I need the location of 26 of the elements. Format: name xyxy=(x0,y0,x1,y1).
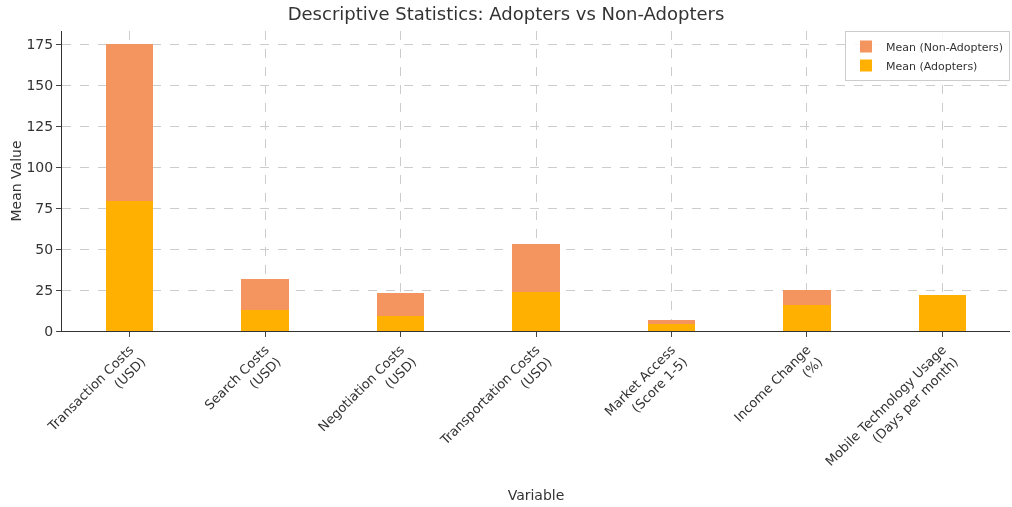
chart-title: Descriptive Statistics: Adopters vs Non-Adopters xyxy=(287,3,725,25)
bar xyxy=(106,44,154,202)
bar xyxy=(783,290,831,305)
y-axis-title: Mean Value xyxy=(8,140,25,222)
y-tick-label: 125 xyxy=(26,117,54,134)
y-tick-label: 150 xyxy=(26,77,54,93)
bar xyxy=(106,201,154,331)
x-axis-title: Variable xyxy=(507,487,565,504)
y-tick-label: 25 xyxy=(35,281,54,298)
bar xyxy=(241,309,289,331)
y-tick-label: 75 xyxy=(35,199,54,216)
bar xyxy=(512,244,560,292)
y-tick-label: 100 xyxy=(26,158,54,175)
bar xyxy=(376,293,425,317)
legend-label: Mean (Non-Adopters) xyxy=(886,40,1004,54)
y-tick-label: 175 xyxy=(26,36,54,53)
legend-label: Mean (Adopters) xyxy=(886,59,978,73)
bar xyxy=(918,294,966,331)
bar xyxy=(783,304,831,331)
bar xyxy=(376,316,425,331)
bar xyxy=(241,278,289,310)
y-tick-label: 50 xyxy=(35,240,54,257)
y-tick-label: 0 xyxy=(44,322,54,339)
bar xyxy=(647,320,696,325)
bar xyxy=(647,324,696,331)
bar xyxy=(512,291,560,331)
